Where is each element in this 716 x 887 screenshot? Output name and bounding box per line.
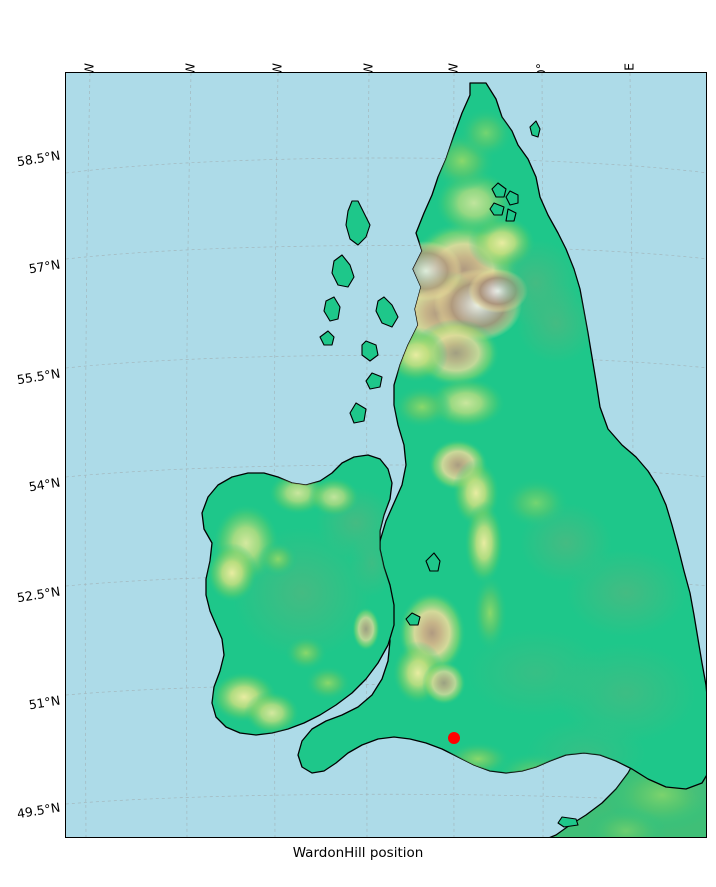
landmass-ireland: [201, 454, 395, 736]
figure-caption: WardonHill position: [292, 845, 424, 861]
terrain-map: [66, 73, 706, 837]
lat-tick-label: 58.5°N: [15, 147, 62, 170]
lat-tick-label: 54°N: [27, 474, 62, 495]
lat-tick-label: 55.5°N: [15, 365, 62, 388]
lat-tick-label: 57°N: [27, 256, 62, 277]
lat-tick-label: 52.5°N: [15, 583, 62, 606]
landmass-islands: [319, 120, 579, 828]
map-axes[interactable]: [65, 72, 707, 838]
wardonhill-marker[interactable]: [448, 732, 460, 744]
lat-tick-label: 51°N: [27, 692, 62, 713]
lat-tick-label: 49.5°N: [15, 799, 62, 822]
